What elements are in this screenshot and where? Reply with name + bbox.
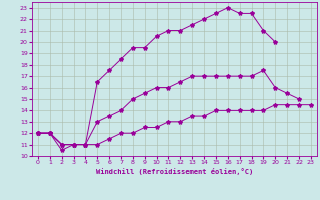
X-axis label: Windchill (Refroidissement éolien,°C): Windchill (Refroidissement éolien,°C) bbox=[96, 168, 253, 175]
